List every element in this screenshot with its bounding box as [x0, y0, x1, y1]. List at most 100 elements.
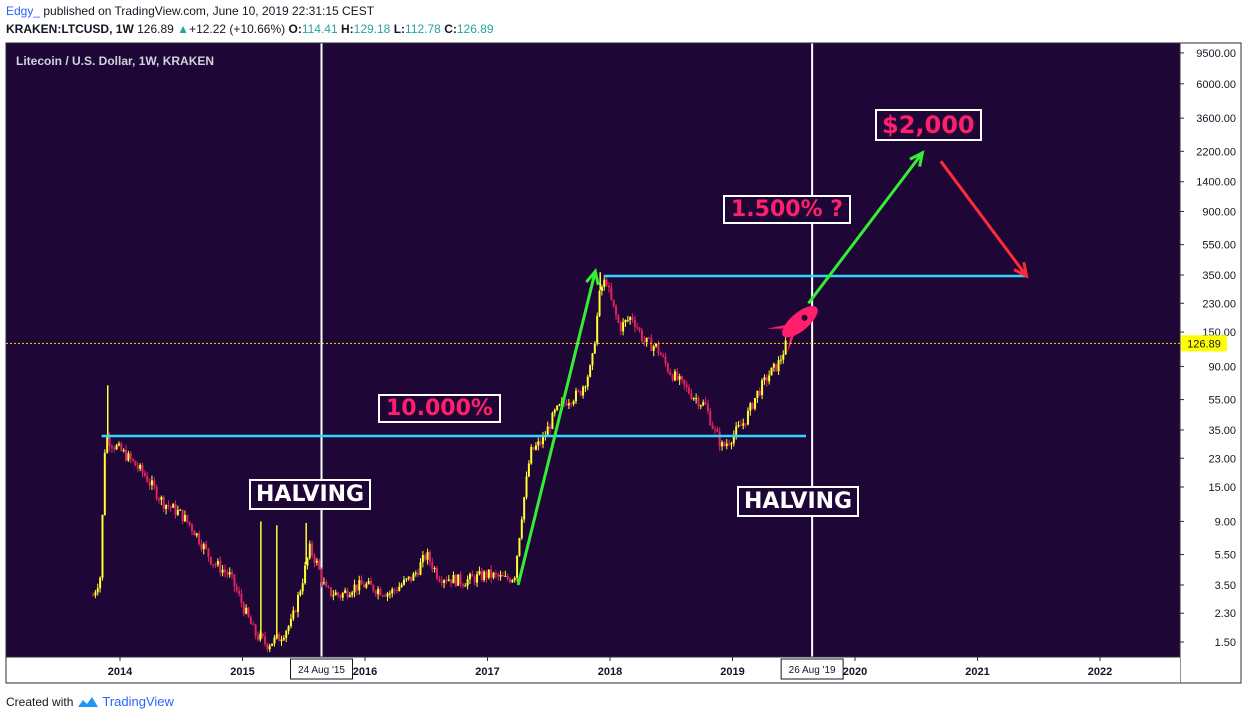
candle-body — [148, 482, 151, 486]
candle-body — [506, 575, 509, 580]
low-label: L: — [393, 22, 406, 36]
candle-body — [240, 593, 243, 604]
candle-body — [372, 584, 375, 591]
candle-body — [285, 630, 288, 638]
candle-body — [426, 552, 429, 560]
created-with: Created with — [6, 694, 74, 709]
candle-body — [565, 403, 568, 406]
candle-body — [704, 402, 707, 405]
candle-body — [132, 459, 135, 461]
candle-body — [567, 403, 570, 406]
candle-body — [688, 387, 691, 394]
candle-body — [721, 442, 724, 447]
author-link[interactable]: Edgy_ — [6, 4, 41, 18]
candle-body — [256, 635, 259, 640]
candle-body — [445, 580, 448, 582]
trend-arrow-line[interactable] — [516, 270, 597, 586]
candle-body — [122, 450, 125, 452]
annotation-gain-10000[interactable]: 10.000% — [378, 394, 501, 423]
candle-body — [690, 393, 693, 400]
candle-body — [115, 445, 118, 450]
annotation-halving-2019[interactable]: HALVING — [737, 486, 860, 517]
candle-body — [297, 594, 300, 612]
candle-body — [471, 574, 474, 577]
candle-body — [367, 580, 370, 584]
trend-arrow-line[interactable] — [939, 160, 1028, 277]
candle-body — [572, 401, 575, 404]
trend-arrow-line[interactable] — [807, 151, 924, 305]
candle-body — [440, 581, 443, 583]
candle-body — [235, 586, 238, 591]
candle-body — [490, 569, 493, 578]
time-axis[interactable] — [6, 657, 1180, 683]
candle-body — [725, 443, 728, 446]
candle-body — [261, 633, 264, 637]
candle-body — [247, 607, 250, 617]
candle-body — [207, 548, 210, 557]
high-value: 129.18 — [353, 22, 391, 36]
candle-body — [532, 446, 535, 450]
x-tick-label: 2020 — [843, 666, 867, 678]
high-label: H: — [340, 22, 354, 36]
tradingview-link[interactable]: TradingView — [102, 694, 174, 709]
candle-body — [311, 543, 314, 556]
candle-body — [678, 376, 681, 380]
candle-body — [329, 587, 332, 596]
candle-body — [542, 436, 545, 445]
candle-body — [476, 574, 479, 583]
candle-body — [405, 578, 408, 580]
candle-body — [640, 330, 643, 341]
candle-body — [322, 582, 325, 584]
candle-body — [509, 579, 512, 583]
arrowhead-icon — [585, 267, 600, 286]
candle-body — [162, 496, 165, 509]
candle-body — [169, 506, 172, 508]
candle-body — [643, 340, 646, 343]
candle-body — [431, 562, 434, 570]
x-tick-label: 2018 — [598, 666, 622, 678]
candle-body — [593, 343, 596, 354]
halving-date-label: 26 Aug '19 — [789, 665, 836, 676]
candle-body — [332, 595, 335, 597]
candle-body — [586, 376, 589, 387]
halving-date-label: 24 Aug '15 — [298, 665, 345, 676]
y-tick-label: 230.00 — [1202, 298, 1236, 310]
candle-body — [459, 574, 462, 585]
candle-body — [318, 560, 321, 570]
candle-body — [518, 538, 521, 556]
candle-body — [433, 568, 436, 570]
candle-body — [282, 637, 285, 640]
candle-body — [106, 437, 109, 453]
halving-date-tag — [290, 658, 354, 680]
candle-body — [728, 443, 731, 445]
annotation-halving-2015[interactable]: HALVING — [249, 479, 372, 510]
candle-body — [473, 576, 476, 583]
candle-body — [417, 572, 420, 575]
candle-body — [381, 595, 384, 597]
plot-area[interactable] — [6, 43, 1180, 657]
candle-body — [692, 398, 695, 400]
candle-body — [699, 405, 702, 407]
candle-body — [421, 555, 424, 563]
candle-series — [92, 272, 787, 653]
candle-body — [758, 390, 761, 396]
close-label: C: — [444, 22, 457, 36]
candle-body — [238, 590, 241, 594]
annotation-gain-1500[interactable]: 1.500% ? — [723, 195, 852, 224]
candle-body — [395, 589, 398, 591]
candle-body — [384, 595, 387, 597]
candle-body — [252, 624, 255, 626]
candle-body — [716, 428, 719, 433]
candle-body — [772, 363, 775, 368]
candle-body — [607, 285, 610, 288]
candle-body — [287, 626, 290, 631]
x-tick-label: 2015 — [230, 666, 254, 678]
y-tick-label: 9.00 — [1215, 516, 1236, 528]
annotation-target-2000[interactable]: $2,000 — [875, 109, 982, 141]
candle-body — [645, 337, 648, 343]
candle-body — [461, 584, 464, 586]
candle-body — [410, 576, 413, 581]
candle-body — [756, 390, 759, 399]
candle-body — [655, 343, 658, 347]
